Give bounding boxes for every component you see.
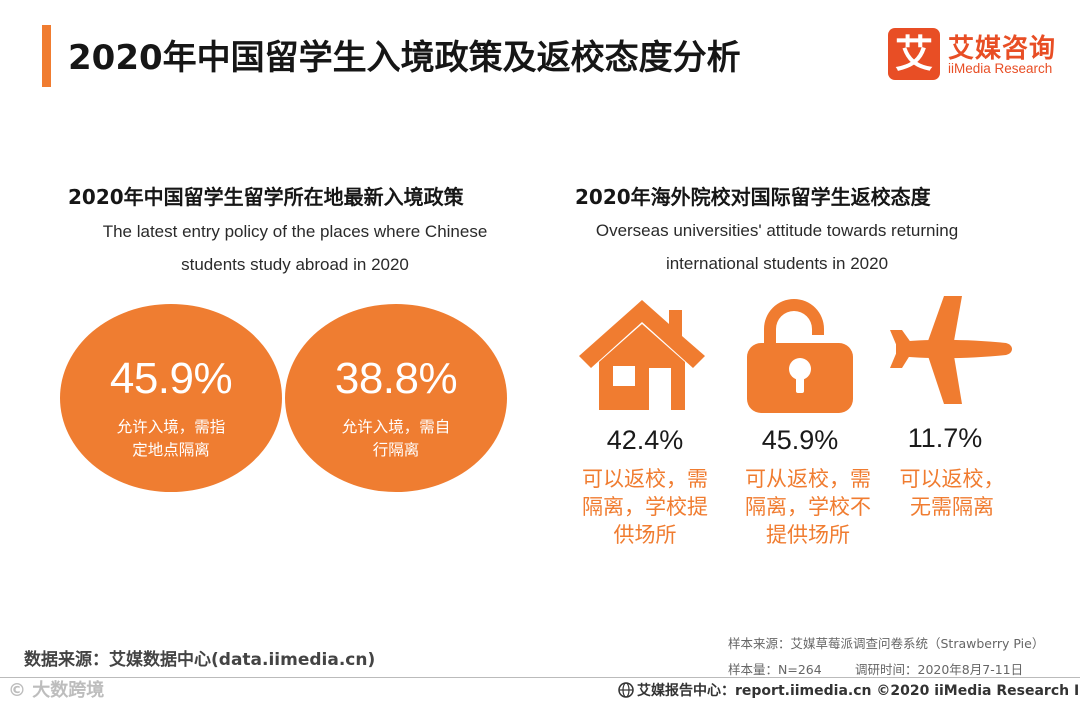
footer-divider (0, 677, 1080, 678)
return-stat-value-3: 11.7% (907, 423, 983, 453)
airplane-icon (890, 296, 1012, 404)
bubble-value: 45.9% (109, 354, 233, 403)
logo-mark: 艾 (888, 28, 940, 80)
label-line: 供场所 (613, 523, 677, 547)
return-stat-label-1: 可以返校，需 隔离，学校提 供场所 (570, 465, 720, 549)
left-subtitle-line1: The latest entry policy of the places wh… (102, 222, 488, 241)
report-center: 艾媒报告中心：report.iimedia.cn ©2020 iiMedia R… (618, 680, 1080, 700)
logo-name-cn: 艾媒咨询 (948, 34, 1057, 64)
bubble-label-line2: 定地点隔离 (132, 441, 210, 459)
policy-bubble-self-quarantine: 38.8% 允许入境，需自 行隔离 (285, 304, 507, 492)
sample-size: 样本量：N=264 (728, 662, 822, 677)
data-source: 数据来源：艾媒数据中心(data.iimedia.cn) (24, 650, 376, 670)
return-stat-label-2: 可从返校，需 隔离，学校不 提供场所 (733, 465, 883, 549)
right-panel-subtitle: Overseas universities' attitude towards … (560, 214, 994, 280)
label-line: 可以返校， (899, 467, 1005, 491)
bubble-value: 38.8% (334, 354, 458, 403)
bubble-label-line2: 行隔离 (372, 441, 420, 459)
policy-bubble-designated-quarantine: 45.9% 允许入境，需指 定地点隔离 (60, 304, 282, 492)
right-panel-title: 2020年海外院校对国际留学生返校态度 (575, 185, 931, 209)
logo-name-en: iiMedia Research (948, 61, 1053, 76)
page-title: 2020年中国留学生入境政策及返校态度分析 (68, 38, 741, 78)
bubble-label: 允许入境，需指 定地点隔离 (100, 416, 242, 462)
label-line: 提供场所 (766, 523, 850, 547)
return-stat-value-2: 45.9% (761, 425, 839, 455)
title-accent-bar (42, 25, 51, 87)
label-line: 可从返校，需 (745, 467, 871, 491)
left-panel-subtitle: The latest entry policy of the places wh… (60, 215, 530, 281)
bubble-label: 允许入境，需自 行隔离 (325, 416, 467, 462)
sample-source: 样本来源：艾媒草莓派调查问卷系统（Strawberry Pie） (728, 636, 1045, 651)
iimedia-logo: 艾 艾媒咨询 iiMedia Research (888, 28, 1064, 84)
label-line: 隔离，学校不 (745, 495, 871, 519)
left-subtitle-line2: students study abroad in 2020 (181, 255, 409, 274)
label-line: 隔离，学校提 (582, 495, 708, 519)
label-line: 无需隔离 (910, 495, 994, 519)
right-subtitle-line2: international students in 2020 (665, 254, 889, 273)
right-subtitle-line1: Overseas universities' attitude towards … (595, 221, 959, 240)
unlocked-padlock-icon (747, 299, 853, 413)
house-icon (579, 300, 705, 410)
report-center-text: 艾媒报告中心：report.iimedia.cn ©2020 iiMedia R… (637, 683, 1080, 699)
label-line: 可以返校，需 (582, 467, 708, 491)
globe-icon (618, 682, 634, 698)
return-stat-value-1: 42.4% (606, 425, 684, 455)
watermark: © 大数跨境 (8, 680, 105, 701)
left-panel-title: 2020年中国留学生留学所在地最新入境政策 (68, 185, 464, 209)
survey-time: 调研时间：2020年8月7-11日 (855, 662, 1024, 677)
bubble-label-line1: 允许入境，需指 (116, 418, 226, 436)
return-stat-label-3: 可以返校， 无需隔离 (888, 465, 1016, 521)
bubble-label-line1: 允许入境，需自 (341, 418, 451, 436)
